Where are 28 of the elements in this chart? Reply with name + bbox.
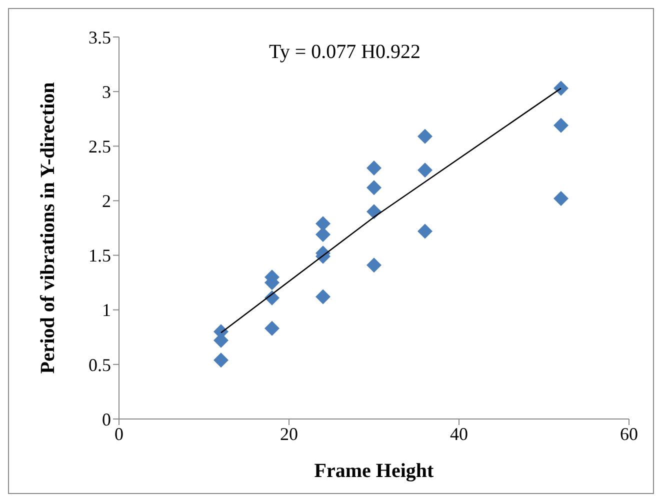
y-tick-label: 1 [102, 300, 111, 320]
y-tick-label: 3 [102, 82, 111, 102]
x-tick-label: 40 [450, 424, 468, 444]
y-tick-label: 0 [102, 409, 111, 430]
y-tick-label: 1.5 [88, 246, 111, 266]
point [418, 162, 432, 178]
point [264, 320, 280, 336]
y-tick-label: 2 [102, 191, 111, 212]
point [316, 289, 330, 304]
point [554, 80, 568, 96]
y-tick-label: 2.5 [88, 136, 111, 157]
point [554, 191, 568, 206]
y-axis-title: Period of vibrations in Y-direction [37, 82, 60, 374]
point [418, 128, 432, 144]
x-tick-label: 0 [114, 424, 124, 444]
point [418, 224, 432, 239]
x-axis-title: Frame Height [314, 460, 434, 482]
point [366, 160, 382, 176]
point [316, 227, 330, 242]
point [214, 352, 228, 368]
y-tick-label: 0.5 [88, 354, 111, 375]
x-tick-label: 20 [280, 424, 298, 444]
y-tick-label: 3.5 [88, 27, 111, 48]
point [366, 180, 382, 196]
point [554, 118, 568, 133]
annotation: Ty = 0.077 H0.922 [269, 41, 421, 64]
point [366, 258, 382, 273]
x-tick-label: 60 [620, 424, 638, 444]
